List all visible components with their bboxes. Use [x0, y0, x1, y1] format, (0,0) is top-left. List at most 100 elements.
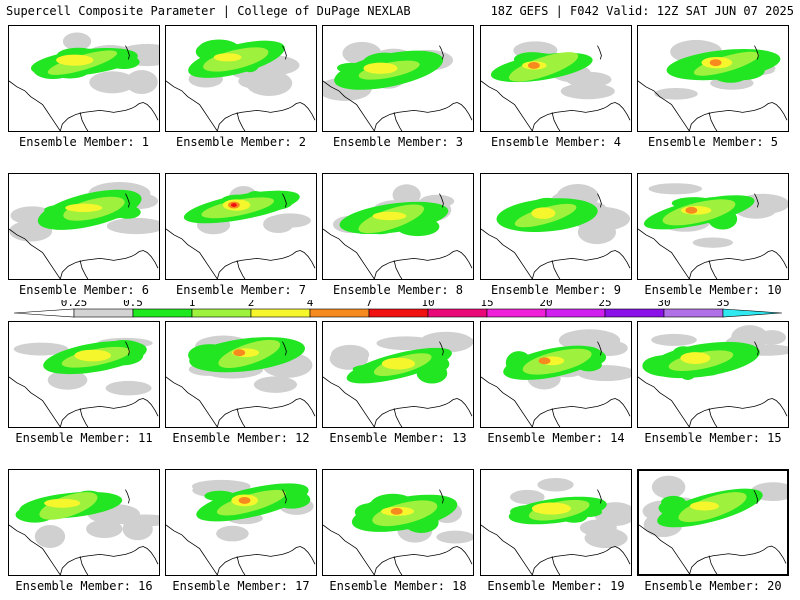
geography-outlines: [166, 45, 316, 131]
geography-outlines: [638, 193, 788, 279]
ensemble-panel-7[interactable]: [165, 173, 317, 280]
colorbar-swatch: [73, 308, 134, 318]
geography-outlines: [9, 193, 159, 279]
scp-shade-low: [651, 475, 686, 499]
scp-map: [481, 183, 631, 279]
mexico-border-line: [393, 260, 403, 279]
state-border-line: [166, 228, 218, 279]
ensemble-panel-14[interactable]: [480, 321, 632, 428]
scp-shade-low: [34, 525, 66, 549]
colorbar-tick-label: 7: [366, 300, 373, 309]
ensemble-panel-10[interactable]: [637, 173, 789, 280]
state-border-line: [639, 524, 690, 574]
ensemble-member-label: Ensemble Member: 1: [18, 135, 150, 149]
scp-shade-low: [566, 71, 612, 88]
ensemble-panel-4[interactable]: [480, 25, 632, 132]
scp-shade-low: [191, 479, 251, 493]
mexico-border-line: [551, 260, 561, 279]
ensemble-member-label: Ensemble Member: 20: [644, 579, 782, 593]
mexico-border-line: [79, 408, 89, 427]
ensemble-member-label: Ensemble Member: 3: [332, 135, 464, 149]
gulf-coastline: [59, 546, 159, 575]
mexico-border-line: [236, 112, 246, 131]
colorbar-tick-label: 1: [189, 300, 196, 309]
ensemble-member-label: Ensemble Member: 8: [332, 283, 464, 297]
scp-shade-yellow: [680, 352, 711, 364]
colorbar-tick-label: 25: [598, 300, 611, 309]
scp-map: [638, 39, 788, 131]
great-lakes-line: [439, 45, 444, 60]
ensemble-panel-3[interactable]: [322, 25, 474, 132]
great-lakes-line: [439, 489, 444, 504]
colorbar-swatch: [191, 308, 252, 318]
geography-outlines: [166, 193, 316, 279]
ensemble-member-label: Ensemble Member: 14: [487, 431, 625, 445]
ensemble-panel-13[interactable]: [322, 321, 474, 428]
state-border-line: [323, 80, 375, 131]
great-lakes-line: [597, 45, 602, 60]
great-lakes-line: [282, 193, 287, 208]
ensemble-panel-19[interactable]: [480, 469, 632, 576]
header-title: Supercell Composite Parameter | College …: [6, 4, 411, 18]
ensemble-member-label: Ensemble Member: 11: [15, 431, 153, 445]
ensemble-panel-8[interactable]: [322, 173, 474, 280]
ensemble-panel-16[interactable]: [8, 469, 160, 576]
scp-shade-yellow: [74, 349, 111, 362]
scp-shade-yellow: [213, 53, 242, 62]
ensemble-panel-6[interactable]: [8, 173, 160, 280]
colorbar-tick-label: 10: [421, 300, 434, 309]
great-lakes-line: [125, 489, 130, 504]
colorbar-tick-label: 15: [480, 300, 493, 309]
scp-shade-yellow: [65, 203, 103, 213]
mexico-border-line: [79, 556, 89, 575]
ensemble-panel-20[interactable]: [637, 469, 789, 576]
ensemble-panel-5[interactable]: [637, 25, 789, 132]
geography-outlines: [481, 45, 631, 131]
scp-map: [323, 184, 473, 279]
ensemble-member-label: Ensemble Member: 19: [487, 579, 625, 593]
gulf-coastline: [531, 546, 631, 575]
state-border-line: [166, 376, 218, 427]
geography-outlines: [9, 45, 159, 131]
scp-shade-low: [105, 380, 152, 396]
gulf-coastline: [531, 102, 631, 131]
scp-shade-low: [263, 215, 294, 234]
ensemble-panel-17[interactable]: [165, 469, 317, 576]
ensemble-panel-2[interactable]: [165, 25, 317, 132]
ensemble-panel-9[interactable]: [480, 173, 632, 280]
state-border-line: [638, 376, 690, 427]
ensemble-panel-18[interactable]: [322, 469, 474, 576]
great-lakes-line: [753, 490, 759, 504]
geography-outlines: [481, 341, 631, 427]
scp-map: [166, 39, 316, 131]
great-lakes-line: [282, 489, 287, 504]
ensemble-panel-15[interactable]: [637, 321, 789, 428]
scp-shade-low: [331, 344, 370, 365]
geography-outlines: [166, 489, 316, 575]
scp-shade-yellow: [531, 207, 556, 219]
state-border-line: [323, 376, 375, 427]
ensemble-panel-1[interactable]: [8, 25, 160, 132]
great-lakes-line: [754, 45, 759, 60]
scp-shade-yellow: [363, 62, 398, 74]
ensemble-panel-12[interactable]: [165, 321, 317, 428]
scp-shade-low: [537, 477, 574, 492]
state-border-line: [481, 228, 533, 279]
scp-shade-low: [47, 370, 88, 390]
scp-shade-low: [86, 519, 123, 539]
ensemble-panel-11[interactable]: [8, 321, 160, 428]
colorbar-tick-label: 35: [716, 300, 729, 309]
great-lakes-line: [597, 489, 602, 504]
colorbar-tick-label: 30: [657, 300, 670, 309]
ensemble-member-label: Ensemble Member: 2: [175, 135, 307, 149]
scp-shade-low: [648, 183, 703, 195]
scp-shade-orange: [709, 59, 722, 67]
scp-shade-yellow: [689, 501, 720, 511]
scp-shade-low: [62, 32, 92, 51]
colorbar-swatch: [604, 308, 665, 318]
colorbar-tick-label: 0.25: [61, 300, 88, 309]
state-border-line: [166, 80, 218, 131]
gulf-coastline: [373, 398, 473, 427]
scp-shade-orange: [390, 507, 403, 515]
colorbar-swatch: [545, 308, 606, 318]
